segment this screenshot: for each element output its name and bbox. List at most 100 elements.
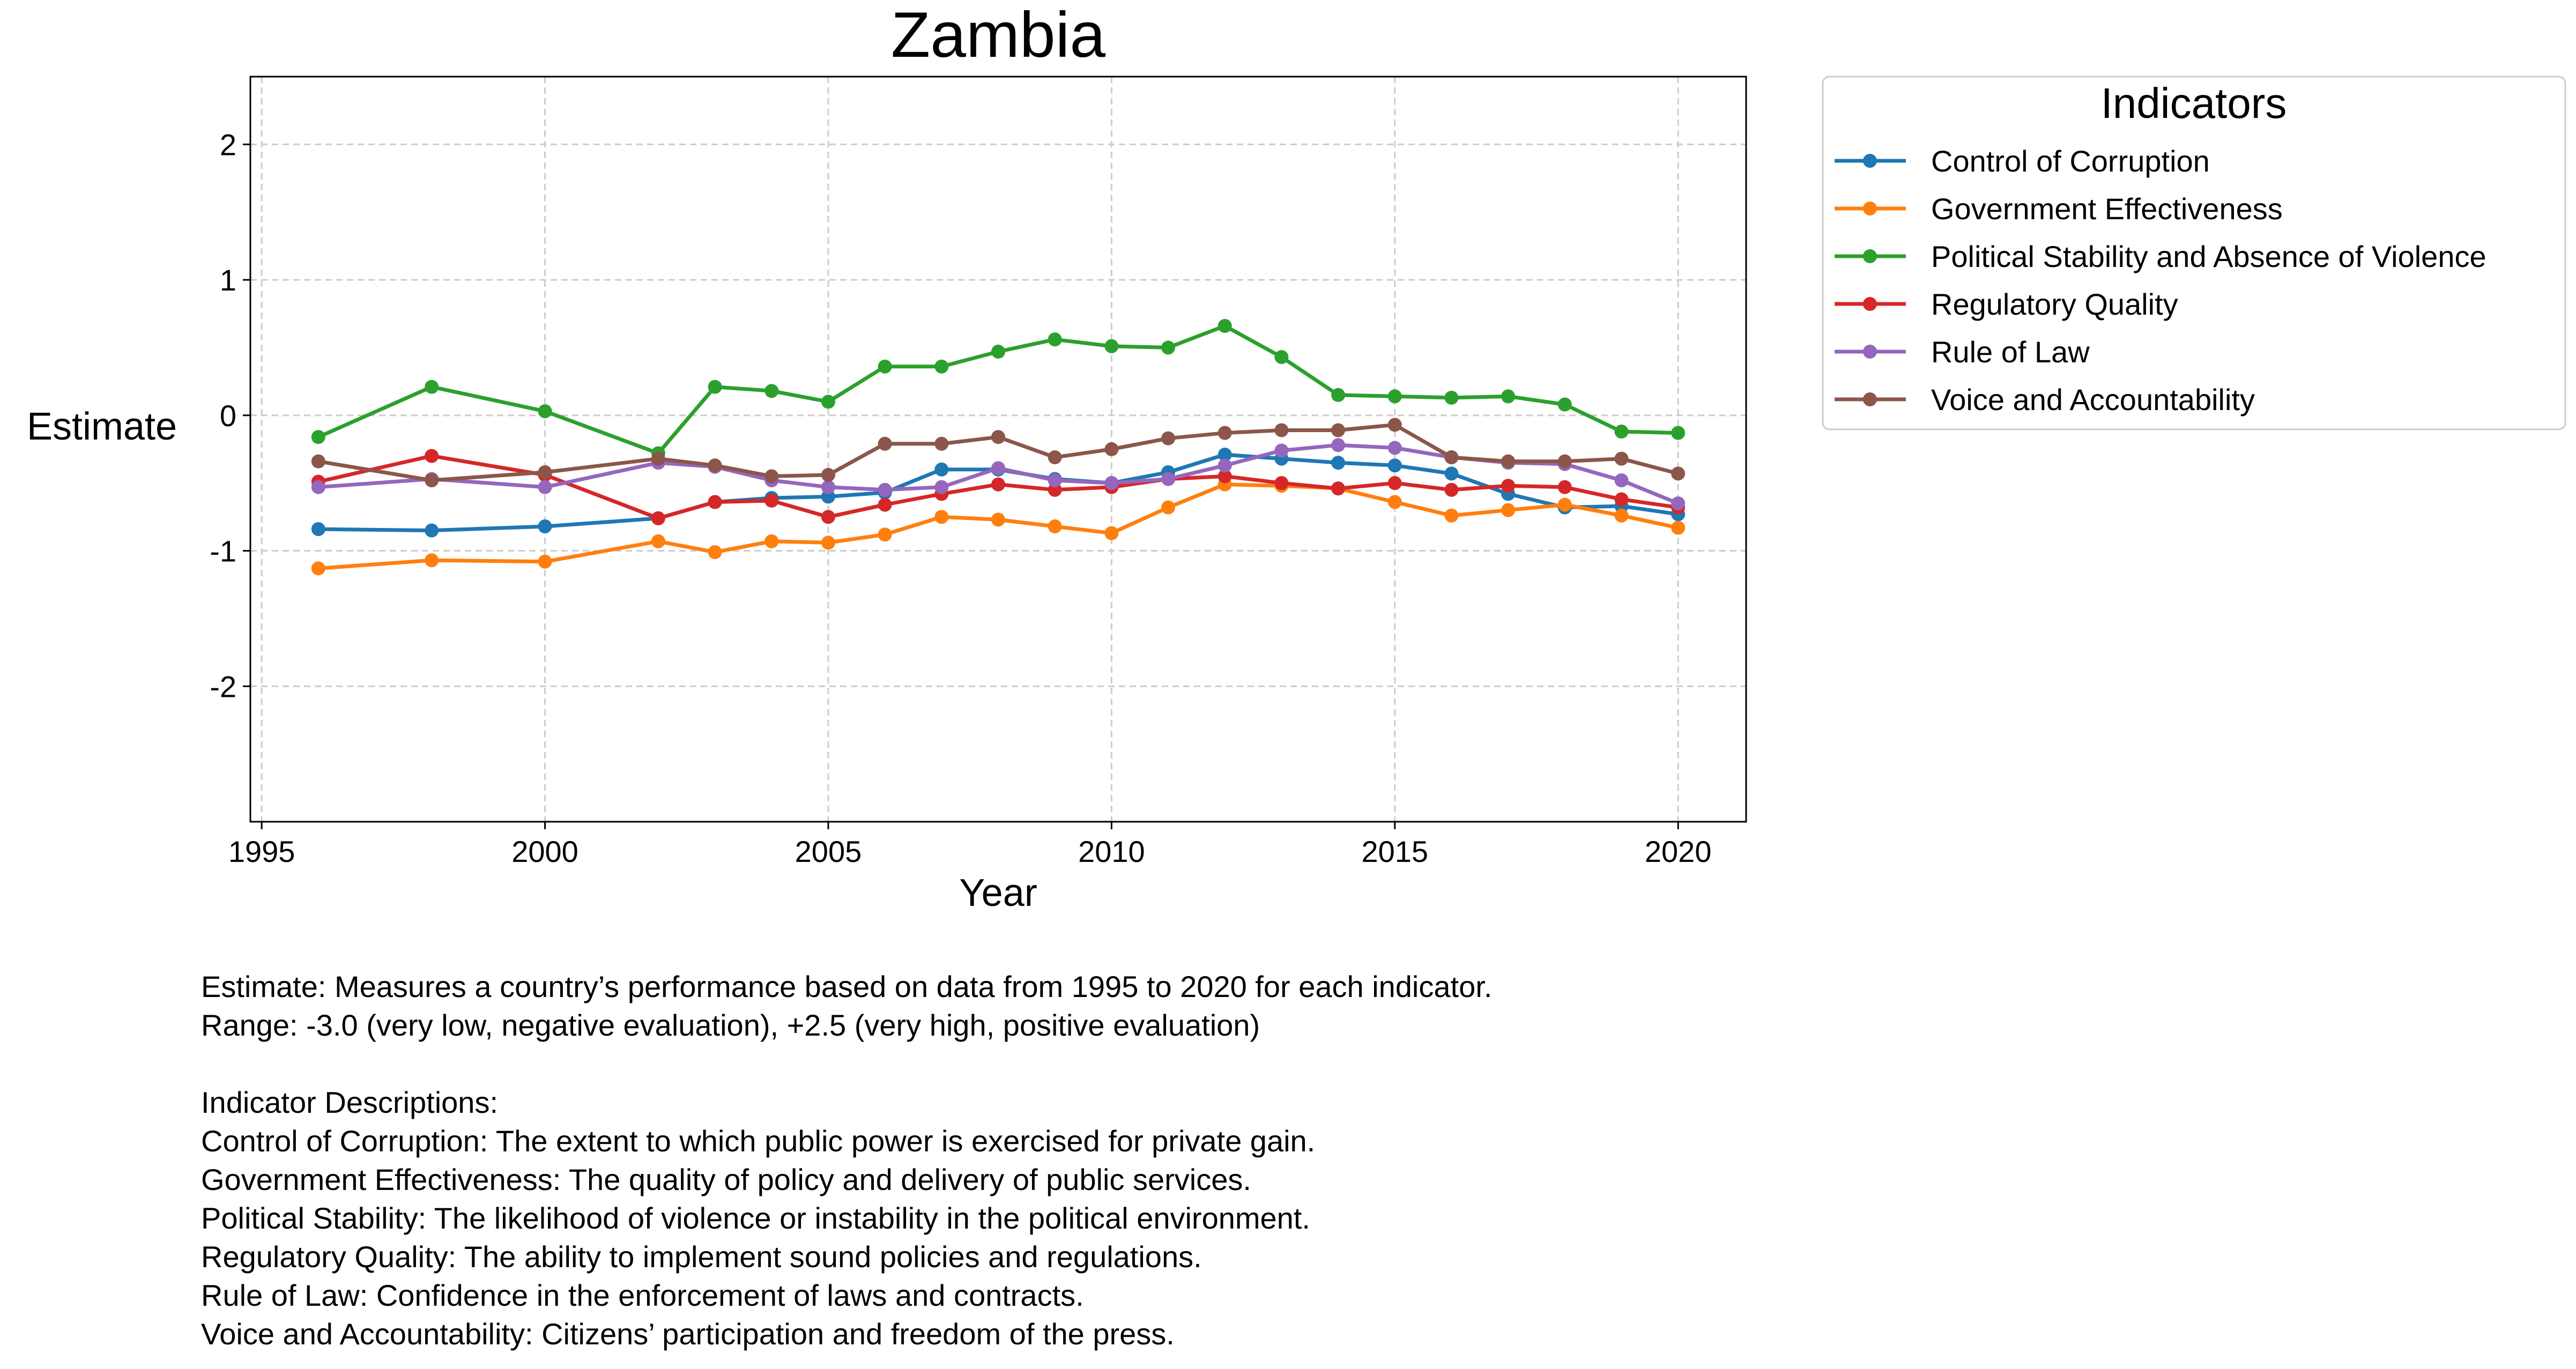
x-tick-label: 2010 [1078,835,1145,868]
data-point-political-stability-and-absence-of-violence [1557,397,1572,412]
legend-label-government-effectiveness: Government Effectiveness [1931,192,2283,226]
legend-swatch-marker [1863,392,1877,406]
data-point-government-effectiveness [934,510,949,524]
data-point-control-of-corruption [1331,456,1346,470]
data-point-regulatory-quality [764,494,779,508]
data-point-voice-and-accountability [1104,442,1119,456]
data-point-voice-and-accountability [1161,431,1176,445]
data-point-rule-of-law [1218,458,1232,473]
data-point-voice-and-accountability [991,430,1005,444]
data-point-regulatory-quality [1218,469,1232,483]
data-point-voice-and-accountability [1501,454,1516,468]
data-point-political-stability-and-absence-of-violence [1218,319,1232,333]
series-line-voice-and-accountability [318,423,1679,482]
data-point-government-effectiveness [651,534,665,548]
data-point-control-of-corruption [311,522,325,537]
data-point-regulatory-quality [1387,476,1402,490]
data-point-political-stability-and-absence-of-violence [708,380,722,394]
note-government-effectiveness: Government Effectiveness: The quality of… [201,1163,1251,1196]
data-point-government-effectiveness [878,527,892,542]
legend-swatch-marker [1863,249,1877,263]
data-point-political-stability-and-absence-of-violence [538,404,552,419]
data-point-voice-and-accountability [708,458,722,473]
chart-notes: Estimate: Measures a country’s performan… [201,968,1492,1353]
data-point-regulatory-quality [651,511,665,525]
note-heading: Indicator Descriptions: [201,1085,499,1119]
data-point-voice-and-accountability [764,469,779,483]
data-point-voice-and-accountability [1274,423,1289,437]
data-point-political-stability-and-absence-of-violence [1161,340,1176,355]
series-lines [311,319,1686,576]
data-point-control-of-corruption [934,462,949,477]
data-point-regulatory-quality [1614,492,1629,507]
x-tick-label: 1995 [228,835,295,868]
data-point-rule-of-law [538,480,552,494]
series-line-regulatory-quality [318,454,1679,520]
y-tick-label: -2 [210,669,236,703]
data-point-government-effectiveness [1444,508,1459,523]
data-point-political-stability-and-absence-of-violence [1671,426,1686,440]
data-point-government-effectiveness [708,545,722,560]
x-tick-label: 2005 [795,835,862,868]
legend-swatch-marker [1863,297,1877,311]
data-point-government-effectiveness [425,553,439,568]
data-point-regulatory-quality [1274,476,1289,490]
data-point-political-stability-and-absence-of-violence [878,359,892,374]
data-point-control-of-corruption [1218,448,1232,462]
data-point-government-effectiveness [764,534,779,548]
data-point-rule-of-law [1161,472,1176,486]
data-point-voice-and-accountability [311,454,325,468]
note-estimate: Estimate: Measures a country’s performan… [201,970,1493,1003]
data-point-political-stability-and-absence-of-violence [934,359,949,374]
data-point-rule-of-law [1048,473,1062,488]
data-point-voice-and-accountability [878,436,892,451]
data-point-voice-and-accountability [1444,450,1459,465]
data-point-rule-of-law [1331,438,1346,452]
data-point-rule-of-law [1274,443,1289,458]
legend-swatch-marker [1863,154,1877,168]
data-point-voice-and-accountability [1048,450,1062,465]
data-point-voice-and-accountability [1218,426,1232,440]
data-point-voice-and-accountability [1557,454,1572,468]
legend-label-control-of-corruption: Control of Corruption [1931,144,2210,178]
data-point-regulatory-quality [1557,480,1572,494]
y-axis-label: Estimate [27,405,177,448]
legend-label-regulatory-quality: Regulatory Quality [1931,287,2178,321]
data-point-government-effectiveness [1161,500,1176,515]
note-political-stability: Political Stability: The likelihood of v… [201,1201,1310,1235]
note-regulatory-quality: Regulatory Quality: The ability to imple… [201,1240,1202,1274]
data-point-regulatory-quality [1501,479,1516,493]
y-tick-label: 1 [220,263,236,297]
legend-box [1822,76,2566,430]
data-point-political-stability-and-absence-of-violence [764,384,779,398]
data-point-political-stability-and-absence-of-violence [311,430,325,444]
note-control-of-corruption: Control of Corruption: The extent to whi… [201,1124,1316,1158]
data-point-control-of-corruption [425,523,439,538]
data-point-rule-of-law [991,461,1005,475]
data-point-regulatory-quality [1444,482,1459,497]
legend-label-rule-of-law: Rule of Law [1931,335,2090,369]
legend-label-political-stability-and-absence-of-violence: Political Stability and Absence of Viole… [1931,240,2486,273]
data-point-rule-of-law [1671,496,1686,511]
data-point-government-effectiveness [1104,526,1119,540]
data-point-government-effectiveness [991,512,1005,527]
data-point-regulatory-quality [821,510,835,524]
note-voice-accountability: Voice and Accountability: Citizens’ part… [201,1317,1175,1351]
data-point-government-effectiveness [311,561,325,576]
y-tick-label: -1 [210,534,236,568]
data-point-government-effectiveness [1671,520,1686,535]
data-point-control-of-corruption [1444,466,1459,481]
data-point-voice-and-accountability [425,473,439,488]
legend-swatch-marker [1863,202,1877,215]
note-range: Range: -3.0 (very low, negative evaluati… [201,1008,1260,1042]
data-point-government-effectiveness [1501,503,1516,517]
data-point-control-of-corruption [538,519,552,534]
data-point-voice-and-accountability [1387,418,1402,432]
x-tick-label: 2020 [1645,835,1712,868]
plot-area-frame [249,76,1747,823]
data-point-rule-of-law [821,480,835,494]
data-point-political-stability-and-absence-of-violence [1274,350,1289,364]
y-tick-label: 0 [220,399,236,433]
data-point-government-effectiveness [538,554,552,569]
